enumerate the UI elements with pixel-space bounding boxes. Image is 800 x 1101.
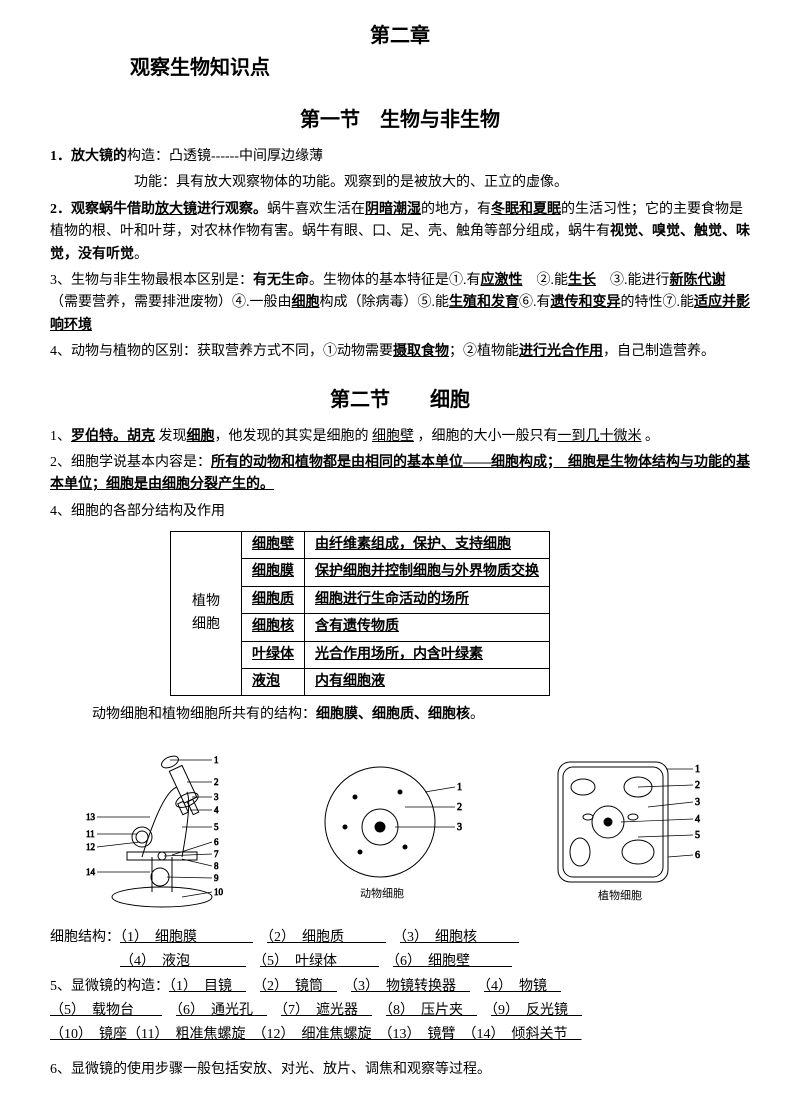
section1-title: 第一节 生物与非生物 bbox=[50, 104, 750, 136]
svg-text:5: 5 bbox=[214, 822, 219, 832]
section2-title: 第二节 细胞 bbox=[50, 384, 750, 416]
plant-cell-diagram: 1 2 3 4 5 6 植物细胞 bbox=[538, 747, 718, 907]
shared-structures: 动物细胞和植物细胞所共有的结构：细胞膜、细胞质、细胞核。 bbox=[50, 704, 750, 726]
chapter-number: 第二章 bbox=[50, 20, 750, 52]
svg-text:9: 9 bbox=[214, 873, 219, 883]
svg-text:5: 5 bbox=[695, 830, 700, 841]
table-row: 液泡 bbox=[242, 669, 305, 696]
svg-text:4: 4 bbox=[695, 814, 700, 825]
s1-p3: 3、生物与非生物最根本区别是：有无生命。生物体的基本特征是①.有应激性 ②.能生… bbox=[50, 270, 750, 337]
svg-text:3: 3 bbox=[214, 792, 219, 802]
svg-text:12: 12 bbox=[86, 842, 95, 852]
chapter-subtitle: 观察生物知识点 bbox=[130, 52, 750, 84]
table-row: 细胞膜 bbox=[242, 559, 305, 586]
s1-p1: 1．放大镜的构造：凸透镜------中间厚边缘薄 bbox=[50, 146, 750, 168]
cell-structure-table: 植物细胞 细胞壁 由纤维素组成，保护、支持细胞 细胞膜保护细胞并控制细胞与外界物… bbox=[170, 531, 550, 696]
table-row: 细胞质 bbox=[242, 586, 305, 613]
svg-text:2: 2 bbox=[457, 802, 462, 813]
animal-cell-label: 动物细胞 bbox=[360, 886, 404, 900]
s2-p1: 1、罗伯特。胡克 发现细胞，他发现的其实是细胞的 细胞壁 ，细胞的大小一般只有一… bbox=[50, 426, 750, 448]
s2-p2: 2、细胞学说基本内容是：所有的动物和植物都是由相同的基本单位——细胞构成； 细胞… bbox=[50, 452, 750, 497]
cell-structure-list: 细胞结构：（1） 细胞膜 （2） 细胞质 （3） 细胞核 bbox=[50, 927, 750, 949]
svg-text:1: 1 bbox=[457, 782, 462, 793]
table-row: 叶绿体 bbox=[242, 641, 305, 668]
table-label: 植物细胞 bbox=[171, 532, 242, 696]
microscope-parts-2: （5） 载物台 （6） 通光孔 （7） 遮光器 （8） 压片夹 （9） 反光镜 bbox=[50, 1000, 750, 1022]
plant-cell-label: 植物细胞 bbox=[598, 888, 642, 902]
microscope-diagram: 1 2 3 4 5 6 7 8 9 10 11 12 13 14 bbox=[82, 742, 242, 912]
svg-text:3: 3 bbox=[457, 822, 462, 833]
svg-text:11: 11 bbox=[86, 829, 95, 839]
table-row: 细胞进行生命活动的场所 bbox=[305, 586, 550, 613]
microscope-parts-1: 5、显微镜的构造：（1） 目镜 （2） 镜筒 （3） 物镜转换器 （4） 物镜 bbox=[50, 976, 750, 998]
svg-text:14: 14 bbox=[86, 867, 96, 877]
svg-text:6: 6 bbox=[214, 837, 219, 847]
table-row: 保护细胞并控制细胞与外界物质交换 bbox=[305, 559, 550, 586]
svg-text:13: 13 bbox=[86, 812, 96, 822]
table-row: 内有细胞液 bbox=[305, 669, 550, 696]
s2-p4: 4、细胞的各部分结构及作用 bbox=[50, 501, 750, 523]
table-row: 由纤维素组成，保护、支持细胞 bbox=[305, 532, 550, 559]
s1-p1b: 功能：具有放大观察物体的功能。观察到的是被放大的、正立的虚像。 bbox=[50, 172, 750, 194]
svg-text:4: 4 bbox=[214, 805, 219, 815]
cell-structure-list-2: （4） 液泡 （5） 叶绿体 （6） 细胞壁 bbox=[50, 951, 750, 973]
svg-text:10: 10 bbox=[214, 887, 224, 897]
diagrams-row: 1 2 3 4 5 6 7 8 9 10 11 12 13 14 bbox=[50, 742, 750, 912]
svg-text:8: 8 bbox=[214, 861, 219, 871]
s2-p6: 6、显微镜的使用步骤一般包括安放、对光、放片、调焦和观察等过程。 bbox=[50, 1059, 750, 1081]
svg-text:1: 1 bbox=[695, 764, 700, 775]
svg-text:3: 3 bbox=[695, 797, 700, 808]
svg-text:6: 6 bbox=[695, 850, 700, 861]
svg-text:7: 7 bbox=[214, 849, 219, 859]
table-row: 光合作用场所，内含叶绿素 bbox=[305, 641, 550, 668]
svg-text:1: 1 bbox=[214, 755, 219, 765]
s1-p2: 2．观察蜗牛借助放大镜进行观察。蜗牛喜欢生活在阴暗潮湿的地方，有冬眠和夏眠的生活… bbox=[50, 199, 750, 266]
svg-text:2: 2 bbox=[695, 780, 700, 791]
table-row: 细胞壁 bbox=[242, 532, 305, 559]
table-row: 含有遗传物质 bbox=[305, 614, 550, 641]
animal-cell-diagram: 1 2 3 动物细胞 bbox=[305, 747, 475, 907]
svg-text:2: 2 bbox=[214, 777, 219, 787]
s1-p4: 4、动物与植物的区别：获取营养方式不同，①动物需要摄取食物；②植物能进行光合作用… bbox=[50, 341, 750, 363]
table-row: 细胞核 bbox=[242, 614, 305, 641]
